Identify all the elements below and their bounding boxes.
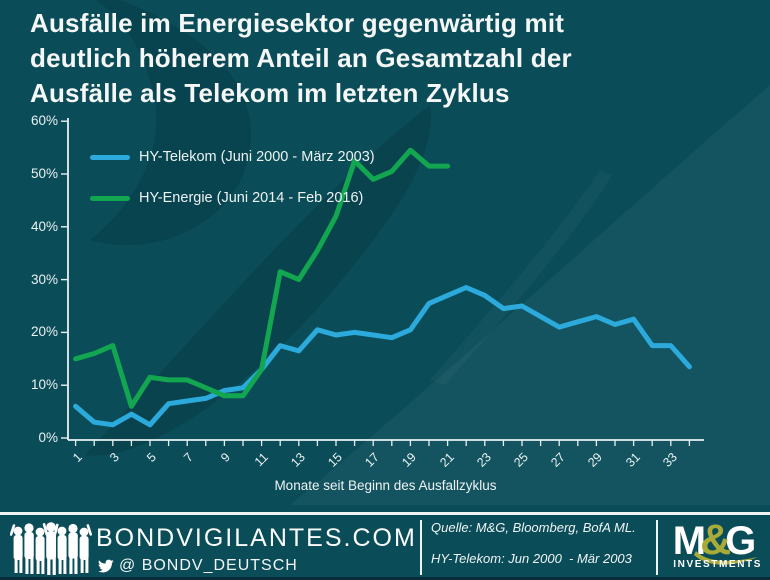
legend-swatch-energie — [90, 195, 130, 201]
mg-investments-logo: M&G INVESTMENTS — [666, 516, 762, 571]
chart-axes — [61, 118, 704, 446]
twitter-handle-row: @ BONDV_DEUTSCH — [97, 557, 298, 575]
mg-logo-ampersand: & — [700, 516, 731, 564]
footer: BONDVIGILANTES.COM @ BONDV_DEUTSCH Quell… — [0, 512, 770, 580]
source-line: HY-Telekom: Jun 2000 - Mär 2003 — [431, 551, 632, 566]
y-tick-label: 0% — [38, 430, 58, 445]
mg-logo-investments: INVESTMENTS — [673, 559, 762, 570]
person-silhouette — [35, 523, 49, 574]
person-silhouette — [53, 523, 67, 574]
footer-divider — [656, 520, 658, 575]
y-tick-label: 50% — [30, 166, 58, 181]
chart-title-line: deutlich höherem Anteil an Gesamtzahl de… — [30, 43, 572, 73]
footer-divider — [420, 520, 422, 575]
chart-title-line: Ausfälle als Telekom im letzten Zyklus — [30, 78, 510, 108]
y-tick-label: 60% — [30, 113, 58, 129]
chart-title-line: Ausfälle im Energiesektor gegenwärtig mi… — [30, 8, 565, 38]
person-silhouette — [24, 523, 34, 574]
source-line: Quelle: M&G, Bloomberg, BofA ML. — [431, 520, 636, 535]
legend-label-telekom: HY-Telekom (Juni 2000 - März 2003) — [139, 149, 375, 165]
legend-row-energie: HY-Energie (Juni 2014 - Feb 2016) — [90, 188, 375, 208]
person-silhouette — [10, 524, 23, 573]
twitter-handle: @ BONDV_DEUTSCH — [119, 557, 298, 574]
source-note: Quelle: M&G, Bloomberg, BofA ML. HY-Tele… — [431, 520, 663, 580]
y-tick-label: 40% — [30, 218, 58, 234]
person-silhouette — [68, 523, 78, 574]
x-axis-label: Monate seit Beginn des Ausfallzyklus — [274, 478, 497, 493]
chart-series-lines — [73, 147, 692, 428]
legend-row-telekom: HY-Telekom (Juni 2000 - März 2003) — [90, 147, 375, 167]
y-tick-label: 10% — [30, 377, 58, 393]
person-silhouette — [79, 524, 92, 573]
legend-label-energie: HY-Energie (Juni 2014 - Feb 2016) — [139, 190, 364, 206]
y-tick-label: 30% — [30, 271, 58, 287]
mg-logo-wordmark: M&G — [666, 516, 762, 564]
person-silhouette — [46, 522, 56, 575]
chart-title: Ausfälle im Energiesektor gegenwärtig mi… — [30, 6, 572, 111]
mg-logo-g: G — [725, 519, 756, 563]
bond-vigilantes-people-icon — [10, 522, 92, 575]
chart-legend: HY-Telekom (Juni 2000 - März 2003) HY-En… — [90, 147, 375, 229]
twitter-bird-icon — [97, 559, 114, 572]
site-name: BONDVIGILANTES.COM — [96, 524, 417, 552]
legend-swatch-telekom — [90, 154, 130, 160]
mg-logo-swoosh — [694, 551, 758, 565]
y-tick-label: 20% — [30, 324, 58, 340]
bottom-edge — [0, 577, 770, 580]
